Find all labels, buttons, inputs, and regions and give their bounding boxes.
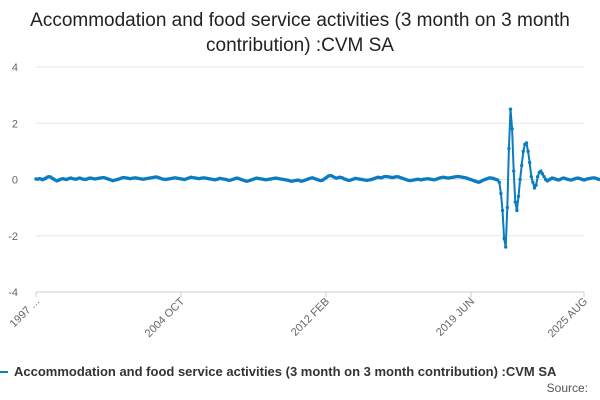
x-tick-label: 2025 AUG	[546, 296, 590, 340]
data-point	[497, 180, 502, 185]
data-point	[540, 172, 545, 176]
data-point	[529, 174, 533, 179]
data-point	[507, 146, 511, 151]
legend[interactable]: Accommodation and food service activitie…	[0, 364, 600, 384]
data-point	[500, 208, 505, 213]
data-point	[526, 149, 530, 154]
legend-swatch	[0, 370, 8, 373]
chart-title: Accommodation and food service activitie…	[30, 10, 570, 56]
data-point	[502, 236, 506, 241]
x-tick-label: 1997 ...	[8, 296, 42, 330]
data-point	[516, 194, 521, 199]
data-point	[539, 169, 543, 173]
data-point	[512, 169, 516, 173]
data-point	[519, 163, 524, 168]
tick-labels: -4 -2 0 2 4 1997 ... 2004 OCT 2012 FEB 2019 JUN 2…	[8, 62, 590, 340]
y-tick-label: 4	[12, 62, 18, 74]
data-point	[515, 208, 519, 213]
data-point	[513, 200, 517, 204]
data-point	[542, 174, 546, 179]
data-point	[510, 127, 514, 131]
data-point	[518, 177, 522, 182]
y-tick-label: -2	[8, 231, 18, 243]
x-tick-label: 2012 FEB	[289, 296, 332, 339]
data-point	[527, 160, 532, 165]
y-tick-label: 0	[12, 175, 18, 187]
data-point	[532, 186, 537, 190]
y-tick-label: -4	[8, 287, 18, 299]
data-point	[531, 180, 535, 185]
source-label: Source:	[546, 381, 588, 395]
data-point	[534, 183, 538, 187]
axes	[35, 291, 585, 297]
data-point	[505, 205, 510, 210]
y-tick-label: 2	[12, 118, 18, 130]
series-layer	[34, 107, 600, 249]
data-point	[499, 191, 503, 196]
x-tick-label: 2004 OCT	[143, 295, 188, 340]
legend-label: Accommodation and food service activitie…	[14, 364, 557, 379]
data-point	[524, 141, 529, 145]
data-point	[535, 174, 540, 179]
x-tick-label: 2019 JUN	[434, 296, 477, 339]
data-point	[504, 245, 508, 249]
data-point	[508, 107, 513, 111]
data-point	[521, 149, 525, 154]
